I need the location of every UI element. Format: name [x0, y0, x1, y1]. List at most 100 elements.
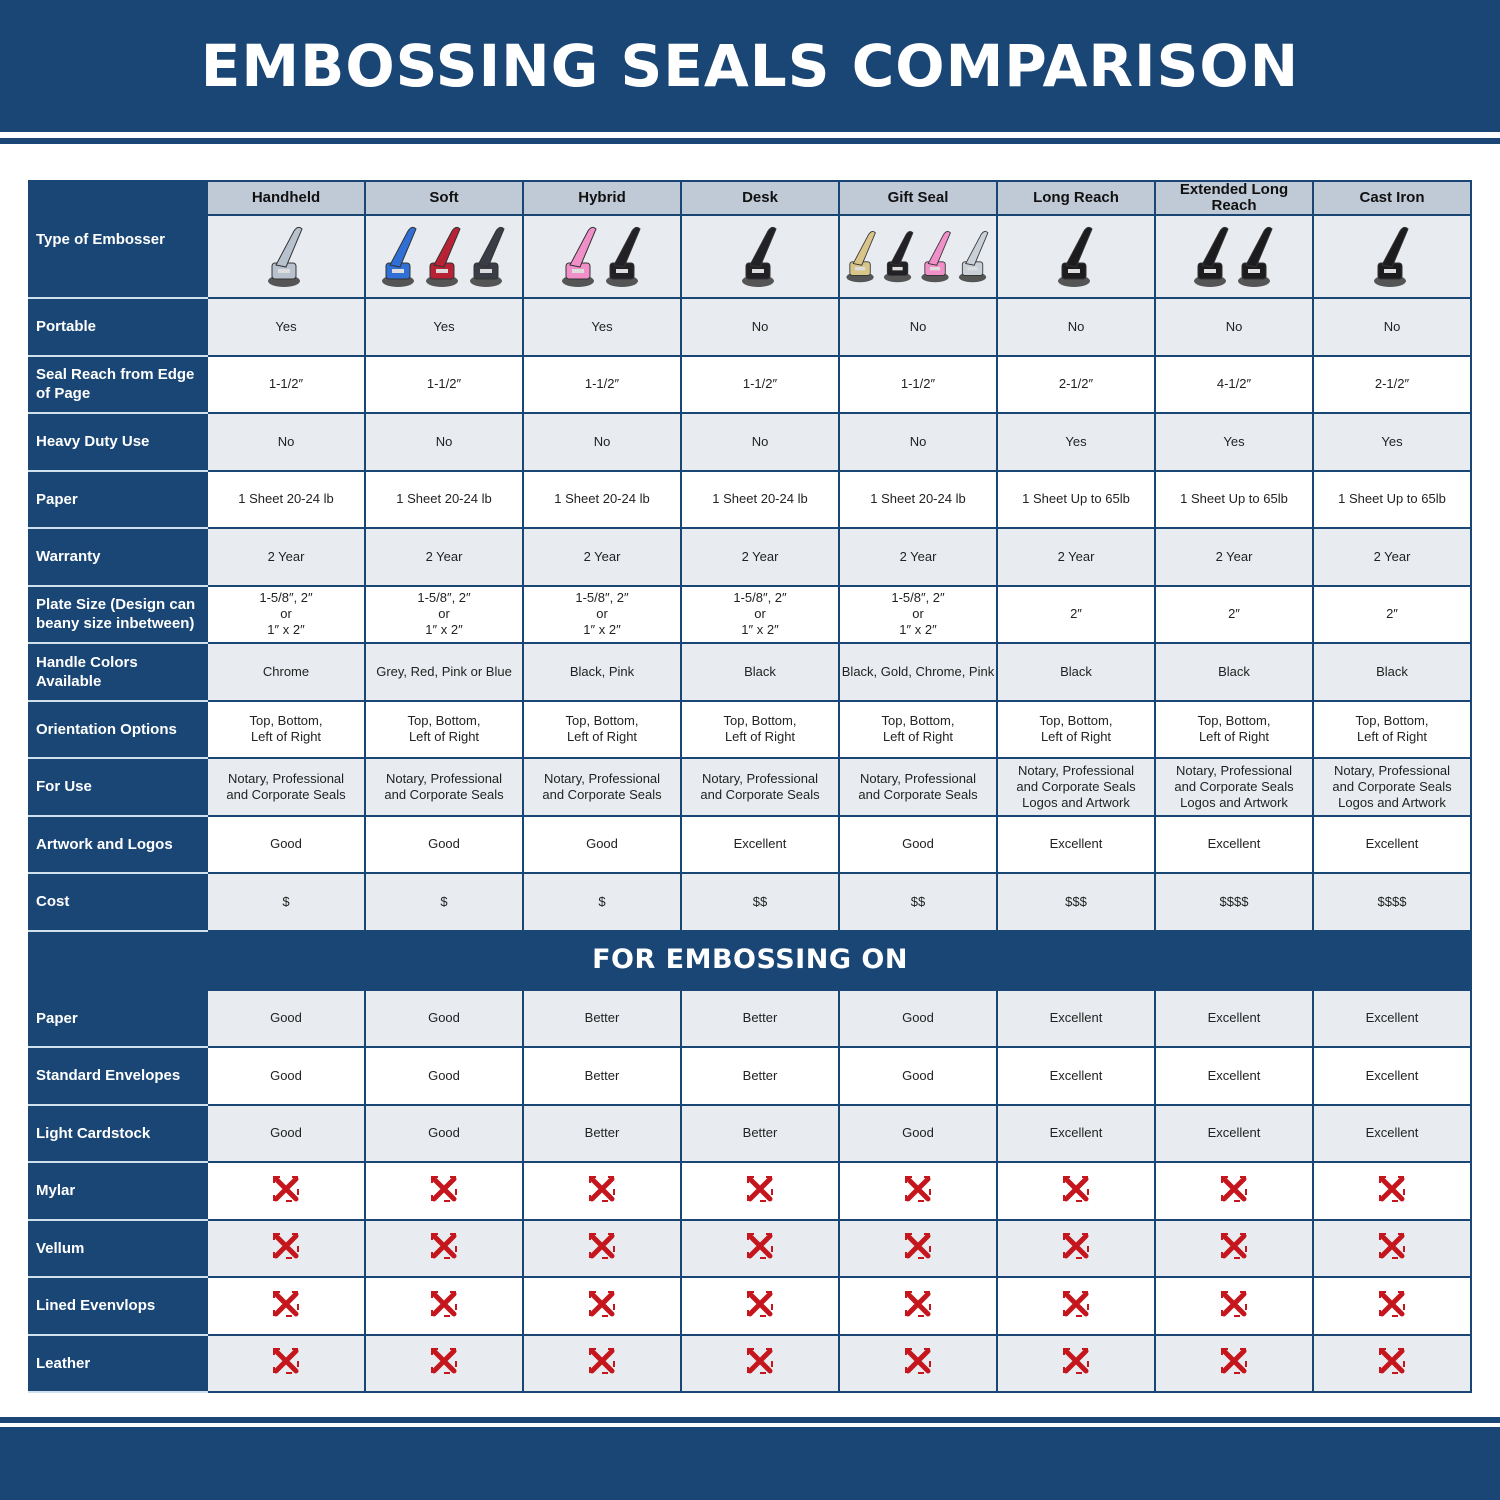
cell-text: Top, Bottom,: [249, 713, 323, 729]
cell-text: $$$$: [1377, 893, 1407, 909]
table-cell: Excellent: [1154, 988, 1314, 1048]
cell-text: 2 Year: [1057, 548, 1095, 564]
cell-text: No: [277, 433, 295, 449]
table-cell: [1312, 1276, 1472, 1336]
embosser-image: [838, 214, 998, 299]
table-row: Seal Reach from Edge of Page 1-1/2″ 1-1/2″…: [28, 354, 1472, 414]
red-x-icon: [431, 1348, 457, 1377]
red-x-icon: [747, 1290, 773, 1320]
cell-text: 1-1/2″: [742, 376, 778, 392]
cell-text: $$$: [1065, 893, 1087, 909]
cell-text: Good: [270, 1067, 302, 1083]
table-cell: [1312, 1218, 1472, 1278]
cell-text: Yes: [1381, 433, 1403, 449]
table-cell: 1-1/2″: [680, 354, 840, 414]
cell-text: $: [440, 893, 448, 909]
table-cell: 1-1/2″: [838, 354, 998, 414]
table-row: Mylar: [28, 1161, 1472, 1221]
row-label: Handle Colors Available: [28, 642, 208, 702]
row-label: Paper: [28, 469, 208, 529]
row-label: Vellum: [28, 1218, 208, 1278]
cell-text: No: [435, 433, 453, 449]
cell-text: 2 Year: [741, 548, 779, 564]
cell-text: Excellent: [1207, 1010, 1261, 1026]
cell-text: and Corporate Seals: [858, 786, 978, 802]
table-cell: Yes: [996, 412, 1156, 472]
table-cell: [996, 1161, 1156, 1221]
table-cell: $$: [838, 872, 998, 932]
column-header: Long Reach: [996, 180, 1156, 216]
embosser-image: [1154, 214, 1314, 299]
table-cell: [838, 1161, 998, 1221]
table-cell: [996, 1276, 1156, 1336]
cell-text: Notary, Professional: [543, 770, 661, 786]
cell-text: 1 Sheet Up to 65lb: [1338, 491, 1446, 507]
table-row: Paper 1 Sheet 20-24 lb 1 Sheet 20-24 lb 1 S…: [28, 469, 1472, 529]
table-cell: Yes: [364, 297, 524, 357]
cell-text: 2-1/2″: [1374, 376, 1410, 392]
red-x-icon: [1063, 1233, 1089, 1262]
table-cell: $: [206, 872, 366, 932]
table-cell: [996, 1333, 1156, 1393]
table-cell: Yes: [1154, 412, 1314, 472]
table-cell: Yes: [522, 297, 682, 357]
cell-text: Excellent: [1207, 836, 1261, 852]
table-row: Artwork and Logos Good Good Good Excellent Go…: [28, 814, 1472, 874]
table-cell: Good: [364, 1103, 524, 1163]
table-cell: 2″: [1154, 584, 1314, 644]
table-cell: 2 Year: [206, 527, 366, 587]
cell-text: Left of Right: [1356, 729, 1428, 745]
cell-text: No: [1067, 318, 1085, 334]
column-header: Soft: [364, 180, 524, 216]
cell-text: Logos and Artwork: [1022, 794, 1130, 810]
cell-text: Good: [902, 1067, 934, 1083]
cell-text: 2-1/2″: [1058, 376, 1094, 392]
cell-text: No: [593, 433, 611, 449]
table-row: For Use Notary, Professional and Corporate…: [28, 757, 1472, 817]
embosser-image: [364, 214, 524, 299]
cell-text: 1″ x 2″: [899, 622, 937, 638]
table-cell: Excellent: [996, 988, 1156, 1048]
table-cell: Top, Bottom, Left of Right: [838, 699, 998, 759]
cell-text: Good: [902, 1010, 934, 1026]
table-cell: Notary, Professional and Corporate Seals L…: [1154, 757, 1314, 817]
cell-text: Better: [584, 1125, 620, 1141]
table-cell: $$: [680, 872, 840, 932]
red-x-icon: [273, 1175, 299, 1205]
table-cell: Notary, Professional and Corporate Seals: [838, 757, 998, 817]
table-cell: Black: [996, 642, 1156, 702]
table-cell: Top, Bottom, Left of Right: [996, 699, 1156, 759]
cell-text: 4-1/2″: [1216, 376, 1252, 392]
table-cell: Top, Bottom, Left of Right: [1312, 699, 1472, 759]
cell-text: Good: [270, 1010, 302, 1026]
embosser-icon: [1058, 226, 1093, 287]
cell-text: or: [754, 606, 766, 622]
table-cell: 2″: [996, 584, 1156, 644]
cell-text: Good: [428, 1067, 460, 1083]
table-cell: Better: [522, 988, 682, 1048]
cell-text: Left of Right: [566, 729, 638, 745]
red-x-icon: [905, 1290, 931, 1320]
table-cell: Chrome: [206, 642, 366, 702]
row-label: Plate Size (Design can beany size inbetw…: [28, 584, 208, 644]
table-cell: 2 Year: [996, 527, 1156, 587]
table-cell: No: [680, 412, 840, 472]
column-header: Hybrid: [522, 180, 682, 216]
table-cell: Good: [364, 1046, 524, 1106]
row-label: Seal Reach from Edge of Page: [28, 354, 208, 414]
table-cell: [1154, 1218, 1314, 1278]
table-cell: [522, 1218, 682, 1278]
table-row: Orientation Options Top, Bottom, Left of R…: [28, 699, 1472, 759]
table-cell: Good: [522, 814, 682, 874]
table-cell: No: [1312, 297, 1472, 357]
table-cell: 2 Year: [680, 527, 840, 587]
cell-text: 2 Year: [425, 548, 463, 564]
table-cell: [680, 1218, 840, 1278]
table-cell: 1-5/8″, 2″ or 1″ x 2″: [522, 584, 682, 644]
cell-text: 2 Year: [899, 548, 937, 564]
table-cell: $$$: [996, 872, 1156, 932]
cell-text: 1 Sheet 20-24 lb: [870, 491, 966, 507]
row-label: Light Cardstock: [28, 1103, 208, 1163]
embosser-image: [522, 214, 682, 299]
cell-text: Top, Bottom,: [565, 713, 639, 729]
